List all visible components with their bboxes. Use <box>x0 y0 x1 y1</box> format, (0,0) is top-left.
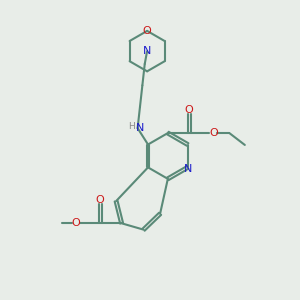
Text: O: O <box>185 105 194 115</box>
Text: N: N <box>184 164 192 175</box>
Text: N: N <box>143 46 151 56</box>
Text: N: N <box>136 123 144 133</box>
Text: O: O <box>209 128 218 138</box>
Text: O: O <box>72 218 80 228</box>
Text: O: O <box>96 195 105 205</box>
Text: H: H <box>128 122 134 130</box>
Text: O: O <box>143 26 152 36</box>
